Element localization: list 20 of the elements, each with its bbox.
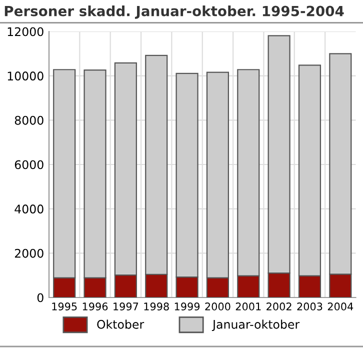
x-tick-label: 1998	[144, 302, 169, 310]
y-tick-label: 4000	[14, 204, 44, 214]
x-tick-label: 2004	[328, 302, 354, 310]
y-tick-label: 0	[37, 293, 44, 302]
chart-title: Personer skadd. Januar-oktober. 1995-2004	[4, 6, 344, 19]
y-tick-label: 8000	[14, 116, 44, 125]
x-tick-label: 1999	[174, 302, 200, 310]
x-tick-label: 2001	[236, 302, 261, 310]
x-tick-label: 2003	[297, 302, 322, 310]
x-tick-label: 2000	[205, 302, 230, 310]
x-tick-label: 2002	[266, 302, 292, 310]
y-tick-label: 2000	[14, 248, 44, 258]
legend-label: Januar-oktober	[212, 320, 300, 332]
x-tick-label: 1997	[114, 302, 138, 310]
x-tick-label: 1995	[52, 302, 77, 310]
y-tick-label: 12000	[8, 27, 44, 36]
x-tick-label: 1996	[82, 302, 108, 310]
legend-label: Oktober	[97, 320, 144, 329]
y-tick-label: 6000	[14, 160, 44, 170]
y-tick-label: 10000	[8, 72, 44, 80]
